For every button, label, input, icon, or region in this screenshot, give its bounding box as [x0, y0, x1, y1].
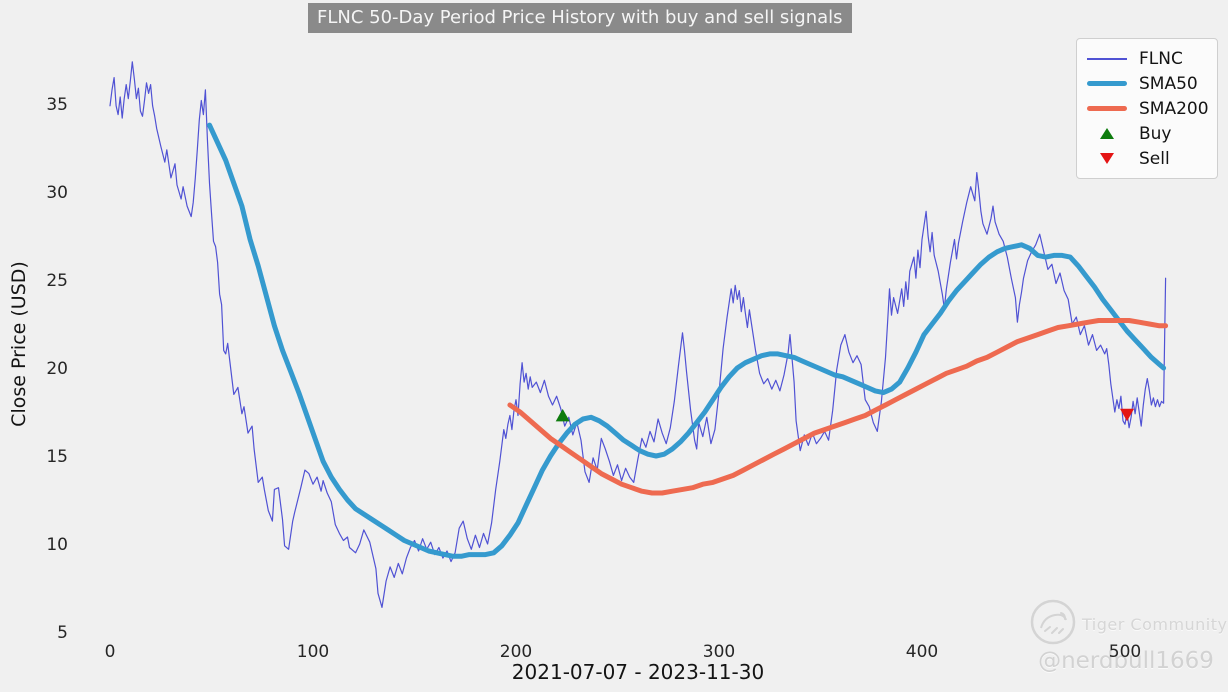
buy-triangle-icon — [1087, 128, 1127, 139]
x-axis-label: 2021-07-07 - 2023-11-30 — [511, 660, 765, 684]
flnc-line-swatch-icon — [1087, 57, 1127, 60]
sma200-line-swatch-icon — [1087, 106, 1127, 111]
x-tick-label: 400 — [906, 642, 938, 662]
x-tick-label: 0 — [105, 642, 116, 662]
y-tick-label: 15 — [46, 447, 68, 467]
flnc-price-line — [109, 61, 1167, 609]
y-axis-label: Close Price (USD) — [8, 261, 30, 427]
y-tick-label: 20 — [46, 359, 68, 379]
sell-signal-marker — [1120, 408, 1135, 422]
y-tick-label: 10 — [46, 535, 68, 555]
legend-label: Buy — [1139, 123, 1172, 144]
x-tick-label: 100 — [297, 642, 329, 662]
y-tick-label: 5 — [57, 623, 68, 643]
legend-label: SMA200 — [1139, 98, 1209, 119]
sell-triangle-icon — [1087, 153, 1127, 164]
y-tick-label: 35 — [46, 95, 68, 115]
x-tick-label: 200 — [500, 642, 532, 662]
y-tick-label: 30 — [46, 183, 68, 203]
chart-title: FLNC 50-Day Period Price History with bu… — [308, 3, 852, 33]
watermark-user-handle: @nerdbull1669 — [1038, 648, 1214, 674]
legend-item-flnc: FLNC — [1087, 46, 1207, 71]
legend-item-buy: Buy — [1087, 121, 1207, 146]
x-tick-label: 300 — [703, 642, 735, 662]
legend-label: Sell — [1139, 148, 1170, 169]
legend-label: FLNC — [1139, 48, 1183, 69]
x-tick-label: 500 — [1109, 642, 1141, 662]
sma50-line — [207, 122, 1167, 559]
sma50-line-swatch-icon — [1087, 81, 1127, 86]
watermark-community-name: Tiger Community — [1082, 615, 1228, 634]
buy-signal-marker — [555, 408, 570, 422]
legend-label: SMA50 — [1139, 73, 1198, 94]
tiger-logo-icon — [1030, 599, 1076, 645]
legend: FLNC SMA50 SMA200 Buy Sell — [1076, 38, 1218, 179]
sma200-line — [507, 318, 1169, 496]
legend-item-sma200: SMA200 — [1087, 96, 1209, 121]
y-tick-label: 25 — [46, 271, 68, 291]
legend-item-sell: Sell — [1087, 146, 1207, 171]
legend-item-sma50: SMA50 — [1087, 71, 1207, 96]
